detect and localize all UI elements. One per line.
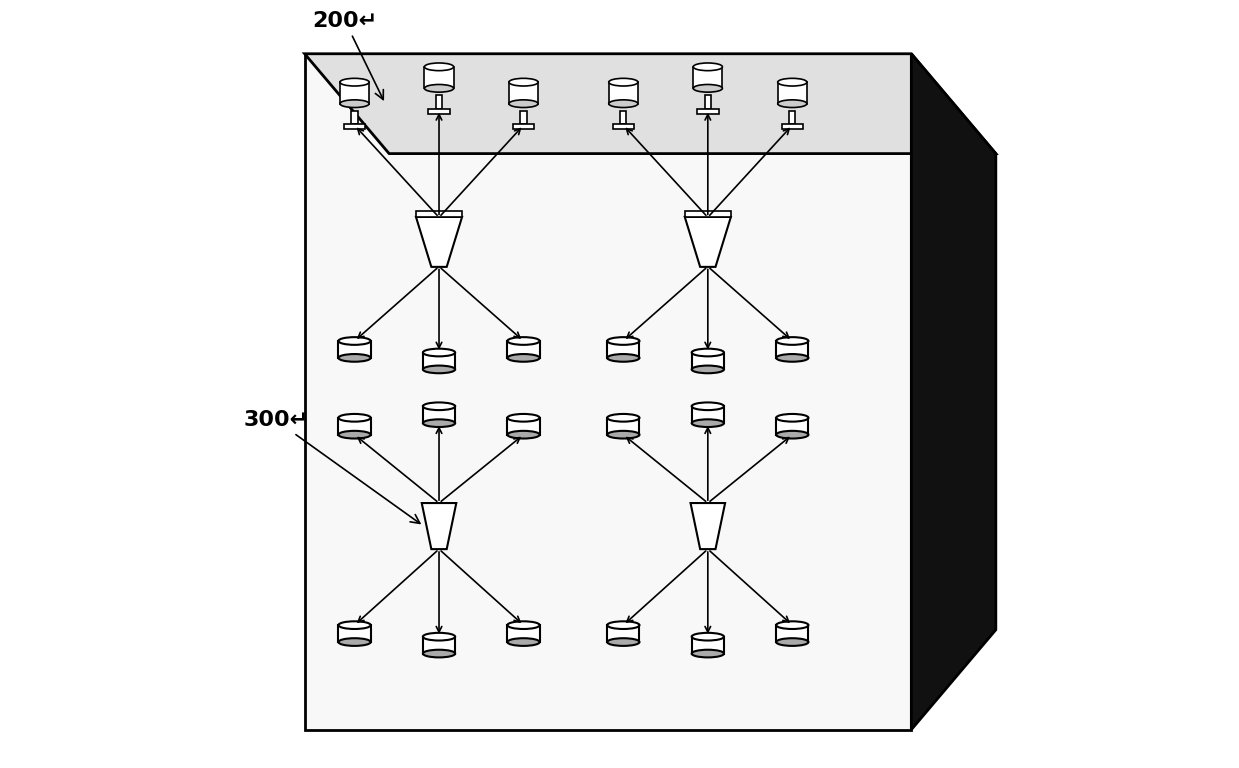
Polygon shape [305, 54, 996, 154]
Ellipse shape [339, 100, 369, 108]
Ellipse shape [776, 431, 808, 439]
Polygon shape [416, 217, 462, 266]
Bar [338, 341, 370, 358]
Ellipse shape [338, 621, 370, 629]
Ellipse shape [607, 638, 639, 646]
Bar [691, 353, 724, 369]
Ellipse shape [776, 354, 808, 362]
Ellipse shape [422, 349, 455, 356]
Ellipse shape [776, 337, 808, 345]
Ellipse shape [422, 419, 455, 427]
Bar [343, 124, 366, 129]
Bar [339, 82, 369, 104]
Bar [513, 124, 534, 129]
Bar [789, 111, 795, 124]
Bar [612, 124, 634, 129]
Ellipse shape [508, 354, 540, 362]
Bar [607, 341, 639, 358]
Ellipse shape [776, 414, 808, 422]
Polygon shape [912, 54, 996, 730]
Ellipse shape [608, 100, 638, 108]
Ellipse shape [422, 650, 455, 657]
Ellipse shape [778, 78, 807, 86]
Ellipse shape [607, 431, 639, 439]
Ellipse shape [422, 402, 455, 410]
Ellipse shape [508, 431, 540, 439]
Bar [608, 82, 638, 104]
Ellipse shape [338, 638, 370, 646]
Bar [694, 67, 722, 88]
Ellipse shape [422, 366, 455, 373]
Bar [416, 211, 462, 217]
Ellipse shape [509, 78, 538, 86]
Bar [705, 95, 711, 109]
Ellipse shape [339, 78, 369, 86]
Bar [436, 95, 442, 109]
Bar [338, 418, 370, 435]
Ellipse shape [508, 337, 540, 345]
Bar [621, 111, 627, 124]
Ellipse shape [694, 63, 722, 71]
Ellipse shape [776, 621, 808, 629]
Bar [520, 111, 527, 124]
Ellipse shape [608, 78, 638, 86]
Bar [607, 625, 639, 642]
Bar [776, 625, 808, 642]
Bar [691, 406, 724, 423]
Polygon shape [690, 503, 725, 549]
Bar [509, 82, 538, 104]
Polygon shape [685, 217, 731, 266]
Ellipse shape [508, 621, 540, 629]
Ellipse shape [691, 633, 724, 641]
Ellipse shape [607, 354, 639, 362]
Bar [698, 109, 719, 114]
Bar [607, 418, 639, 435]
Text: 300↵: 300↵ [243, 410, 420, 523]
Ellipse shape [338, 414, 370, 422]
Ellipse shape [691, 349, 724, 356]
Bar [685, 211, 731, 217]
Polygon shape [305, 54, 912, 730]
Bar [778, 82, 807, 104]
Bar [422, 406, 455, 423]
Bar [508, 625, 540, 642]
Ellipse shape [607, 621, 639, 629]
Bar [508, 418, 540, 435]
Bar [422, 637, 455, 654]
Bar [776, 341, 808, 358]
Ellipse shape [338, 431, 370, 439]
Polygon shape [421, 503, 456, 549]
Bar [352, 111, 358, 124]
Bar [508, 341, 540, 358]
Bar [425, 67, 453, 88]
Bar [691, 637, 724, 654]
Ellipse shape [694, 84, 722, 92]
Ellipse shape [425, 63, 453, 71]
Ellipse shape [691, 419, 724, 427]
Bar [776, 418, 808, 435]
Bar [338, 625, 370, 642]
Ellipse shape [607, 414, 639, 422]
Bar [422, 353, 455, 369]
Ellipse shape [422, 633, 455, 641]
Ellipse shape [338, 337, 370, 345]
Ellipse shape [691, 402, 724, 410]
Ellipse shape [691, 650, 724, 657]
Ellipse shape [778, 100, 807, 108]
Ellipse shape [508, 638, 540, 646]
Text: 200↵: 200↵ [312, 11, 383, 100]
Ellipse shape [509, 100, 538, 108]
Ellipse shape [776, 638, 808, 646]
Ellipse shape [338, 354, 370, 362]
Bar [782, 124, 803, 129]
Ellipse shape [691, 366, 724, 373]
Ellipse shape [508, 414, 540, 422]
Bar [429, 109, 450, 114]
Ellipse shape [425, 84, 453, 92]
Ellipse shape [607, 337, 639, 345]
